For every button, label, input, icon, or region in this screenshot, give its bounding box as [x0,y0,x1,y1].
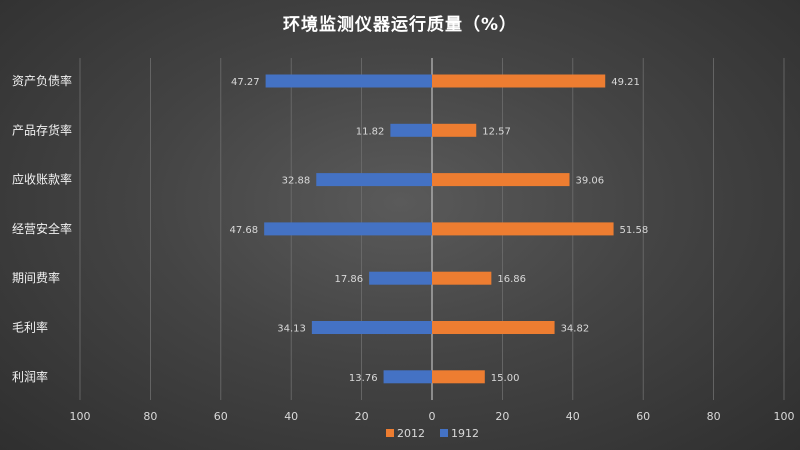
data-label-1912: 34.13 [277,324,306,335]
category-label: 产品存货率 [12,122,72,137]
bar-2012 [432,222,614,236]
x-tick-label: 60 [636,410,650,423]
category-label: 毛利率 [12,320,48,335]
x-tick-label: 40 [566,410,580,423]
bar-1912 [316,173,432,187]
bar-1912 [265,74,432,88]
bar-2012 [432,74,606,88]
data-label-2012: 16.86 [497,274,526,285]
category-label: 利润率 [12,369,48,384]
legend-label-2012: 2012 [397,427,425,440]
bar-2012 [432,370,485,384]
x-tick-label: 100 [70,410,91,423]
category-label: 资产负债率 [12,73,72,88]
x-tick-label: 60 [214,410,228,423]
legend-swatch-2012 [386,429,394,437]
bar-2012 [432,271,492,285]
bar-1912 [369,271,432,285]
data-label-1912: 13.76 [349,373,378,384]
x-tick-label: 0 [429,410,436,423]
data-label-2012: 39.06 [575,176,604,187]
data-label-2012: 34.82 [561,324,590,335]
data-label-2012: 12.57 [482,126,511,137]
data-label-1912: 17.86 [334,274,363,285]
x-tick-label: 20 [355,410,369,423]
bar-1912 [264,222,432,236]
data-label-2012: 51.58 [620,225,649,236]
category-label: 经营安全率 [12,221,72,236]
x-tick-label: 40 [284,410,298,423]
chart-title: 环境监测仪器运行质量（%） [282,15,518,35]
x-tick-label: 80 [143,410,157,423]
bar-2012 [432,123,477,137]
bar-1912 [390,123,432,137]
category-label: 期间费率 [12,270,60,285]
bar-1912 [311,321,432,334]
data-label-2012: 49.21 [611,77,640,88]
bar-2012 [432,321,555,334]
x-tick-label: 20 [495,410,509,423]
legend-swatch-1912 [440,429,448,437]
data-label-2012: 15.00 [491,373,520,384]
data-label-1912: 11.82 [356,126,385,137]
x-tick-label: 100 [774,410,795,423]
data-label-1912: 47.68 [230,225,259,236]
bar-1912 [383,370,432,384]
legend-label-1912: 1912 [451,427,479,440]
data-label-1912: 32.88 [282,176,311,187]
bar-2012 [432,173,570,187]
x-tick-label: 80 [707,410,721,423]
category-label: 应收账款率 [12,172,72,187]
data-label-1912: 47.27 [231,77,260,88]
